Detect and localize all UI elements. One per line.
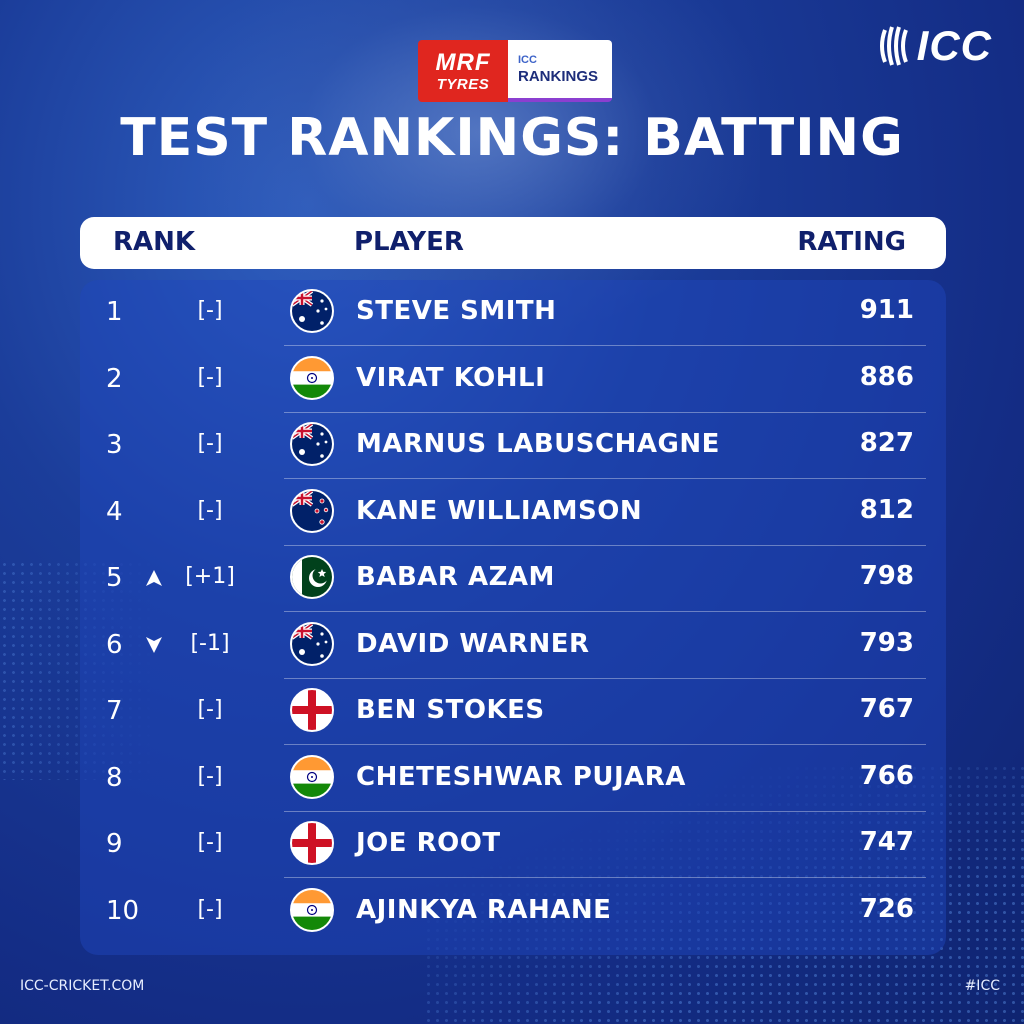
header-rating: RATING	[797, 227, 906, 257]
table-row: 6 [-1] DAVID WARNER 793	[80, 613, 946, 679]
rank-number: 1	[106, 297, 123, 327]
cricket-ball-icon	[879, 26, 908, 66]
player-rating: 726	[859, 893, 914, 924]
rank-change: [+1]	[185, 564, 235, 589]
sponsor-badge: MRF TYRES ICC RANKINGS	[418, 40, 612, 102]
rank-change: [-]	[197, 896, 223, 922]
australia-flag-icon	[290, 422, 334, 466]
india-flag-icon	[290, 887, 334, 932]
player-rating: 793	[859, 627, 914, 658]
icc-logo-text: ICC	[916, 22, 992, 69]
mrf-text: MRF	[435, 48, 491, 76]
table-header: RANK PLAYER RATING	[80, 217, 946, 269]
pakistan-flag-icon	[290, 555, 334, 599]
background-dot-pattern-left	[0, 560, 180, 780]
rank-number: 6	[106, 629, 123, 660]
player-name: DAVID WARNER	[356, 628, 590, 659]
player-name: AJINKYA RAHANE	[356, 894, 612, 925]
rank-change: [-]	[197, 431, 223, 456]
rank-number: 9	[106, 829, 123, 859]
india-flag-icon	[290, 355, 334, 400]
row-divider	[284, 744, 926, 745]
rank-change: [-]	[197, 298, 223, 323]
rank-number: 5	[106, 563, 123, 593]
icc-rankings-small-text: ICC	[518, 53, 537, 66]
table-row: 4 [-] KANE WILLIAMSON 812	[80, 480, 946, 546]
rankings-table: 1 [-] STEVE SMITH 911 2 [-] VIRAT KOHLI 886 3 [-]…	[80, 280, 946, 955]
header-rank: RANK	[113, 227, 196, 257]
table-row: 5 [+1] BABAR AZAM 798	[80, 546, 946, 612]
rank-change: [-1]	[190, 630, 230, 656]
row-divider	[284, 810, 926, 812]
india-flag-icon	[290, 754, 334, 799]
rank-number: 10	[106, 895, 140, 926]
row-divider	[284, 478, 926, 479]
table-row: 7 [-] BEN STOKES 767	[80, 679, 946, 745]
table-row: 2 [-] VIRAT KOHLI 886	[80, 347, 946, 413]
rank-number: 7	[106, 696, 123, 726]
table-row: 3 [-] MARNUS LABUSCHAGNE 827	[80, 413, 946, 479]
row-divider	[284, 345, 926, 346]
rank-number: 3	[106, 430, 123, 460]
row-divider	[284, 544, 926, 546]
player-name: JOE ROOT	[356, 828, 501, 858]
table-row: 1 [-] STEVE SMITH 911	[80, 280, 946, 346]
tyres-text: TYRES	[436, 75, 490, 93]
icc-rankings-logo: ICC RANKINGS	[508, 40, 612, 102]
rankings-text: RANKINGS	[518, 67, 599, 85]
rank-change: [-]	[197, 763, 223, 789]
player-name: BABAR AZAM	[356, 562, 555, 592]
player-rating: 798	[859, 561, 914, 591]
england-flag-icon	[290, 821, 334, 865]
down-arrow-icon	[146, 636, 162, 653]
table-row: 9 [-] JOE ROOT 747	[80, 812, 946, 878]
row-divider	[284, 677, 926, 679]
background-dot-pattern	[424, 764, 1024, 1024]
player-name: VIRAT KOHLI	[356, 362, 546, 393]
player-rating: 767	[859, 694, 914, 724]
new-zealand-flag-icon	[290, 488, 334, 533]
rank-change: [-]	[197, 830, 223, 855]
rank-change: [-]	[197, 364, 223, 390]
rank-number: 2	[106, 363, 123, 394]
row-divider	[284, 411, 926, 413]
player-name: STEVE SMITH	[356, 296, 557, 326]
website-url: ICC-CRICKET.COM	[20, 978, 145, 994]
mrf-tyres-logo: MRF TYRES	[418, 40, 508, 102]
rank-change: [-]	[197, 697, 223, 722]
player-rating: 766	[859, 760, 914, 791]
rank-change: [-]	[197, 497, 223, 523]
player-rating: 747	[859, 827, 914, 857]
australia-flag-icon	[290, 289, 334, 333]
page-title: TEST RANKINGS: BATTING	[120, 108, 904, 168]
player-name: CHETESHWAR PUJARA	[356, 761, 686, 792]
rank-number: 8	[106, 762, 123, 793]
icc-logo: ICC	[877, 22, 992, 70]
england-flag-icon	[290, 688, 334, 732]
row-divider	[284, 611, 926, 612]
player-rating: 886	[859, 361, 914, 392]
row-divider	[284, 877, 926, 878]
rank-number: 4	[106, 496, 123, 527]
table-row: 10 [-] AJINKYA RAHANE 726	[80, 879, 946, 945]
hashtag: #ICC	[964, 978, 1000, 994]
player-rating: 812	[859, 494, 914, 525]
australia-flag-icon	[290, 621, 334, 666]
player-rating: 911	[859, 295, 914, 325]
table-row: 8 [-] CHETESHWAR PUJARA 766	[80, 746, 946, 812]
player-name: KANE WILLIAMSON	[356, 495, 643, 526]
up-arrow-icon	[146, 570, 162, 586]
header-player: PLAYER	[354, 227, 464, 257]
player-rating: 827	[859, 428, 914, 458]
player-name: MARNUS LABUSCHAGNE	[356, 429, 720, 459]
player-name: BEN STOKES	[356, 695, 545, 725]
